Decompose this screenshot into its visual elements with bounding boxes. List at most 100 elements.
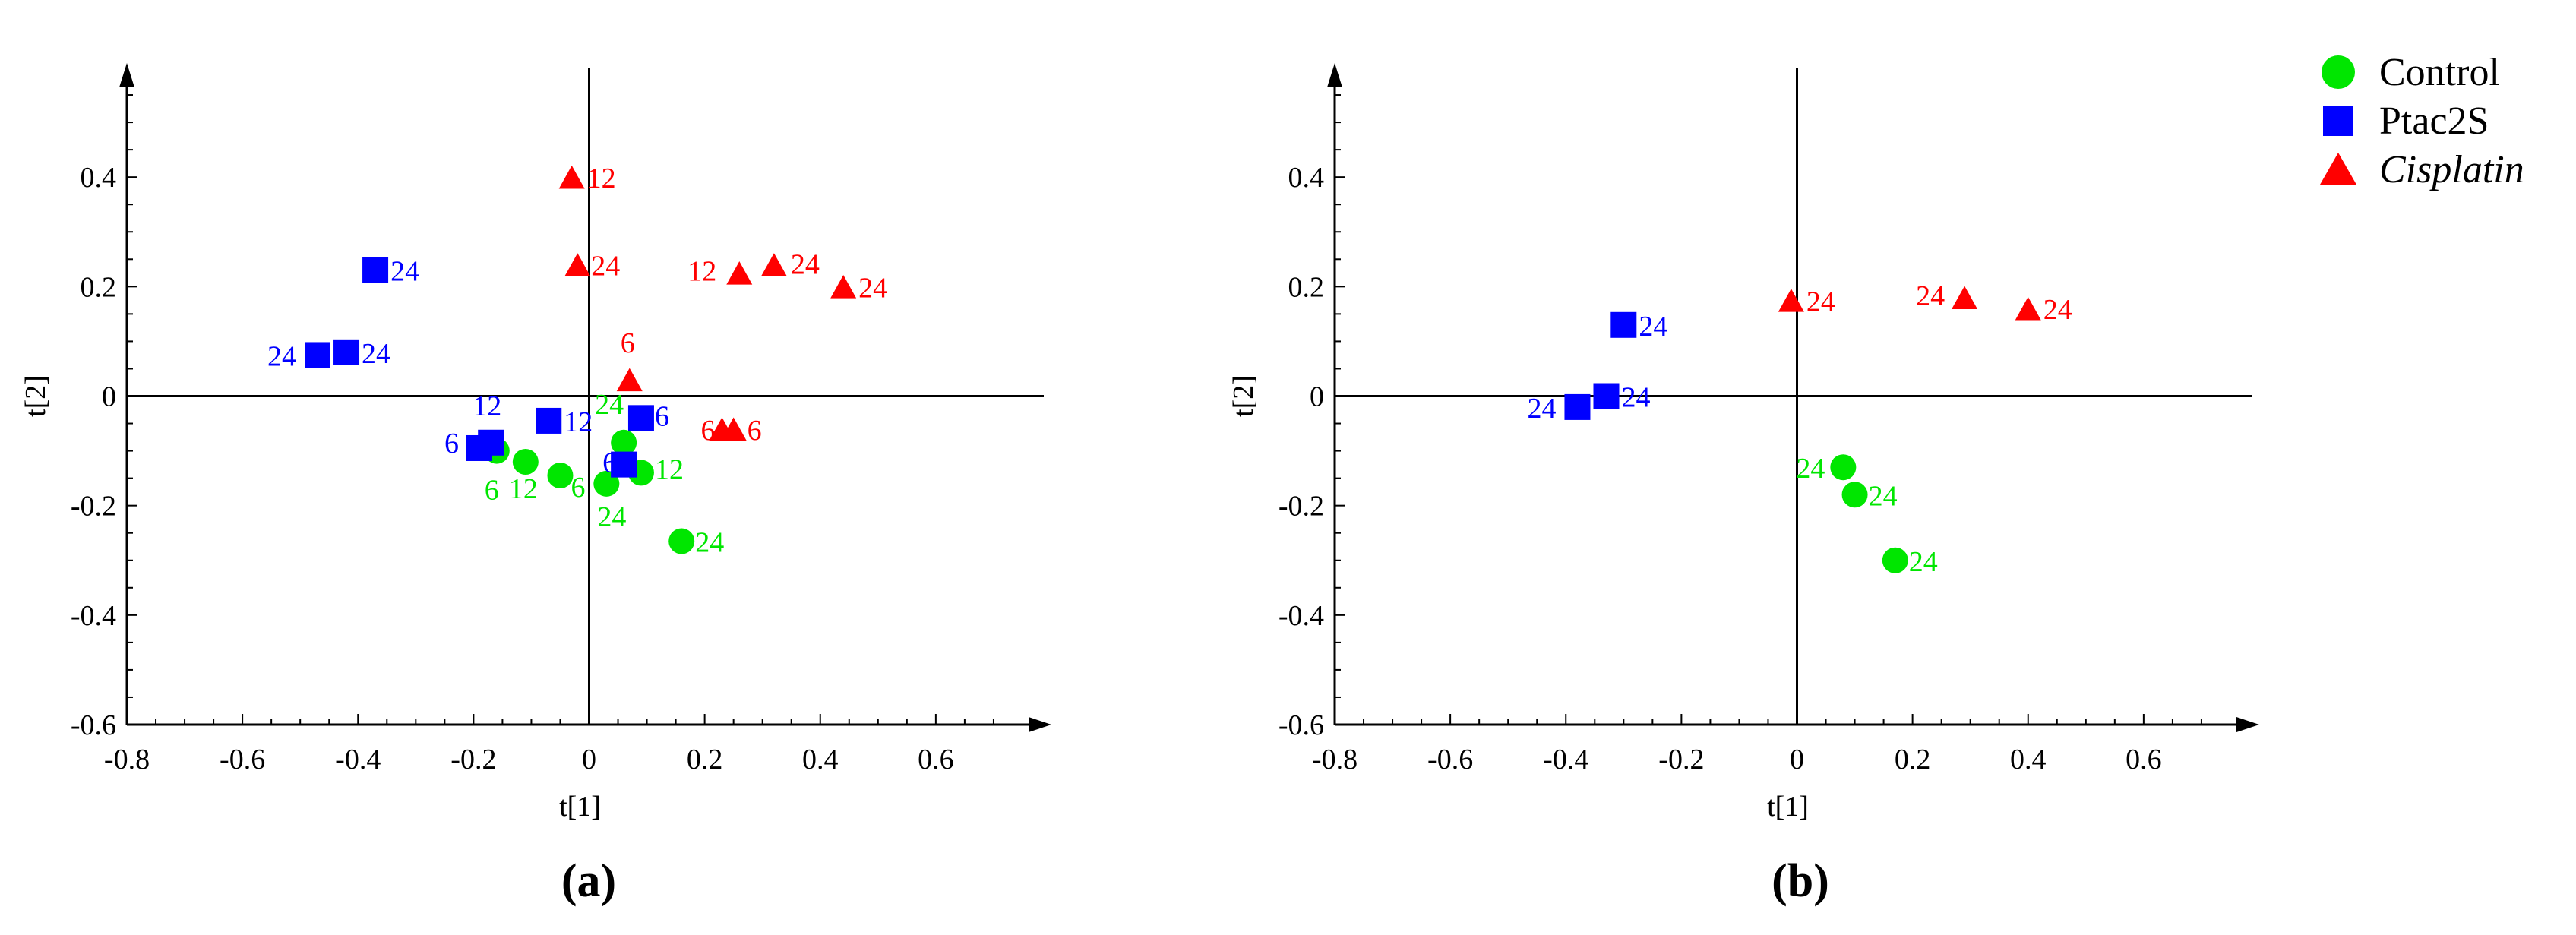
ptac2s-point xyxy=(362,257,389,283)
point-label: 24 xyxy=(1909,546,1938,578)
x-tick-label: -0.4 xyxy=(335,744,381,775)
cisplatin-point xyxy=(720,417,747,441)
y-axis-arrow-icon xyxy=(1327,63,1342,87)
series-control: 24 24 24 xyxy=(1796,453,1937,578)
y-tick-label: -0.4 xyxy=(1279,600,1324,632)
cisplatin-point xyxy=(726,261,753,285)
point-label: 24 xyxy=(267,340,296,372)
control-point xyxy=(1830,454,1857,481)
point-label: 24 xyxy=(362,338,390,370)
cisplatin-point xyxy=(2015,296,2041,321)
legend-label: Ptac2S xyxy=(2379,100,2489,143)
point-label: 24 xyxy=(597,501,626,533)
y-tick-label: -0.4 xyxy=(71,600,116,632)
point-label: 6 xyxy=(700,415,715,447)
point-label: 24 xyxy=(2043,294,2072,326)
x-tick-label: -0.6 xyxy=(1427,744,1473,775)
y-tick-label: -0.2 xyxy=(71,491,116,523)
x-tick-label: 0.6 xyxy=(918,744,954,775)
y-tick-label: 0 xyxy=(102,381,116,413)
point-label: 12 xyxy=(587,163,616,194)
point-label: 6 xyxy=(571,472,585,504)
y-tick-label: -0.2 xyxy=(1279,491,1324,523)
point-label: 24 xyxy=(591,251,620,283)
y-tick-label: 0.4 xyxy=(81,162,117,194)
x-tick-label: 0.2 xyxy=(1895,744,1931,775)
x-axis-arrow-icon xyxy=(1029,717,1051,732)
point-label: 12 xyxy=(564,406,593,438)
ptac2s-point xyxy=(1610,311,1637,338)
point-label: 24 xyxy=(1639,311,1667,343)
legend-entry-control: Control xyxy=(2322,51,2500,94)
point-label: 24 xyxy=(390,256,419,288)
y-tick-label: -0.6 xyxy=(71,709,116,741)
cisplatin-point xyxy=(558,165,585,189)
panel-a: -0.8 -0.6 -0.4 -0.2 0 0.2 0.4 0.6-0.6-0.4-0.200… xyxy=(20,63,1051,907)
x-tick-label: -0.8 xyxy=(104,744,150,775)
control-point xyxy=(1841,482,1868,508)
point-label: 24 xyxy=(695,527,724,559)
control-point xyxy=(668,528,695,554)
point-label: 12 xyxy=(655,453,684,485)
cisplatin-point xyxy=(830,275,857,299)
cisplatin-point xyxy=(1952,286,1978,310)
y-tick-label: 0.2 xyxy=(1288,271,1325,303)
point-label: 24 xyxy=(1621,382,1650,414)
x-tick-label: -0.8 xyxy=(1312,744,1358,775)
panel-label: (b) xyxy=(1772,855,1829,907)
point-label: 12 xyxy=(509,473,538,505)
ptac2s-point xyxy=(611,451,637,478)
control-point xyxy=(547,463,574,489)
y-axis-title: t[2] xyxy=(20,375,52,417)
ptac2s-point xyxy=(627,405,654,431)
point-label: 6 xyxy=(444,428,459,460)
legend-square-icon xyxy=(2323,106,2353,136)
cisplatin-point xyxy=(1778,289,1804,312)
point-label: 6 xyxy=(621,327,635,359)
x-tick-label: 0 xyxy=(1790,744,1804,775)
x-tick-label: -0.2 xyxy=(450,744,496,775)
ptac2s-point xyxy=(1564,393,1591,420)
x-tick-label: 0.6 xyxy=(2126,744,2162,775)
x-tick-label: 0.4 xyxy=(2010,744,2047,775)
ptac2s-point xyxy=(305,342,331,368)
y-tick-label: -0.6 xyxy=(1279,709,1324,741)
legend-label: Cisplatin xyxy=(2379,148,2524,191)
legend-label: Control xyxy=(2379,51,2500,94)
control-point xyxy=(512,449,539,475)
control-point xyxy=(1882,547,1908,573)
x-axis-title: t[1] xyxy=(559,791,601,823)
cisplatin-point xyxy=(564,253,591,276)
series-ptac2s: 24 24 24 6 12 12 6 6 xyxy=(267,256,669,479)
cisplatin-point xyxy=(616,368,643,392)
y-axis-arrow-icon xyxy=(119,63,134,87)
point-label: 24 xyxy=(595,389,624,421)
x-tick-label: 0.4 xyxy=(802,744,839,775)
x-tick-label: 0.2 xyxy=(687,744,723,775)
y-tick-label: 0.2 xyxy=(81,271,117,303)
ptac2s-point xyxy=(536,407,562,434)
legend-circle-icon xyxy=(2322,55,2355,89)
control-point xyxy=(611,429,637,456)
legend-triangle-icon xyxy=(2320,153,2356,185)
point-label: 24 xyxy=(1796,453,1825,485)
x-axis-title: t[1] xyxy=(1767,791,1809,823)
ptac2s-point xyxy=(333,339,360,365)
point-label: 12 xyxy=(473,390,501,422)
point-label: 24 xyxy=(1869,480,1898,512)
point-label: 24 xyxy=(858,272,887,304)
panels: -0.8 -0.6 -0.4 -0.2 0 0.2 0.4 0.6-0.6-0.4-0.200… xyxy=(20,63,2259,907)
legend-entry-ptac2s: Ptac2S xyxy=(2323,100,2489,143)
x-axis-arrow-icon xyxy=(2236,717,2259,732)
point-label: 24 xyxy=(1916,280,1945,312)
y-tick-label: 0 xyxy=(1310,381,1324,413)
series-cisplatin: 24 24 24 xyxy=(1778,280,2072,326)
panel-b: -0.8 -0.6 -0.4 -0.2 0 0.2 0.4 0.6-0.6-0.4-0.200… xyxy=(1228,63,2259,907)
point-label: 6 xyxy=(655,400,669,432)
point-label: 24 xyxy=(791,249,820,281)
ptac2s-point xyxy=(478,429,504,456)
y-tick-label: 0.4 xyxy=(1288,162,1325,194)
point-label: 6 xyxy=(602,447,617,479)
legend-entry-cisplatin: Cisplatin xyxy=(2320,148,2524,191)
